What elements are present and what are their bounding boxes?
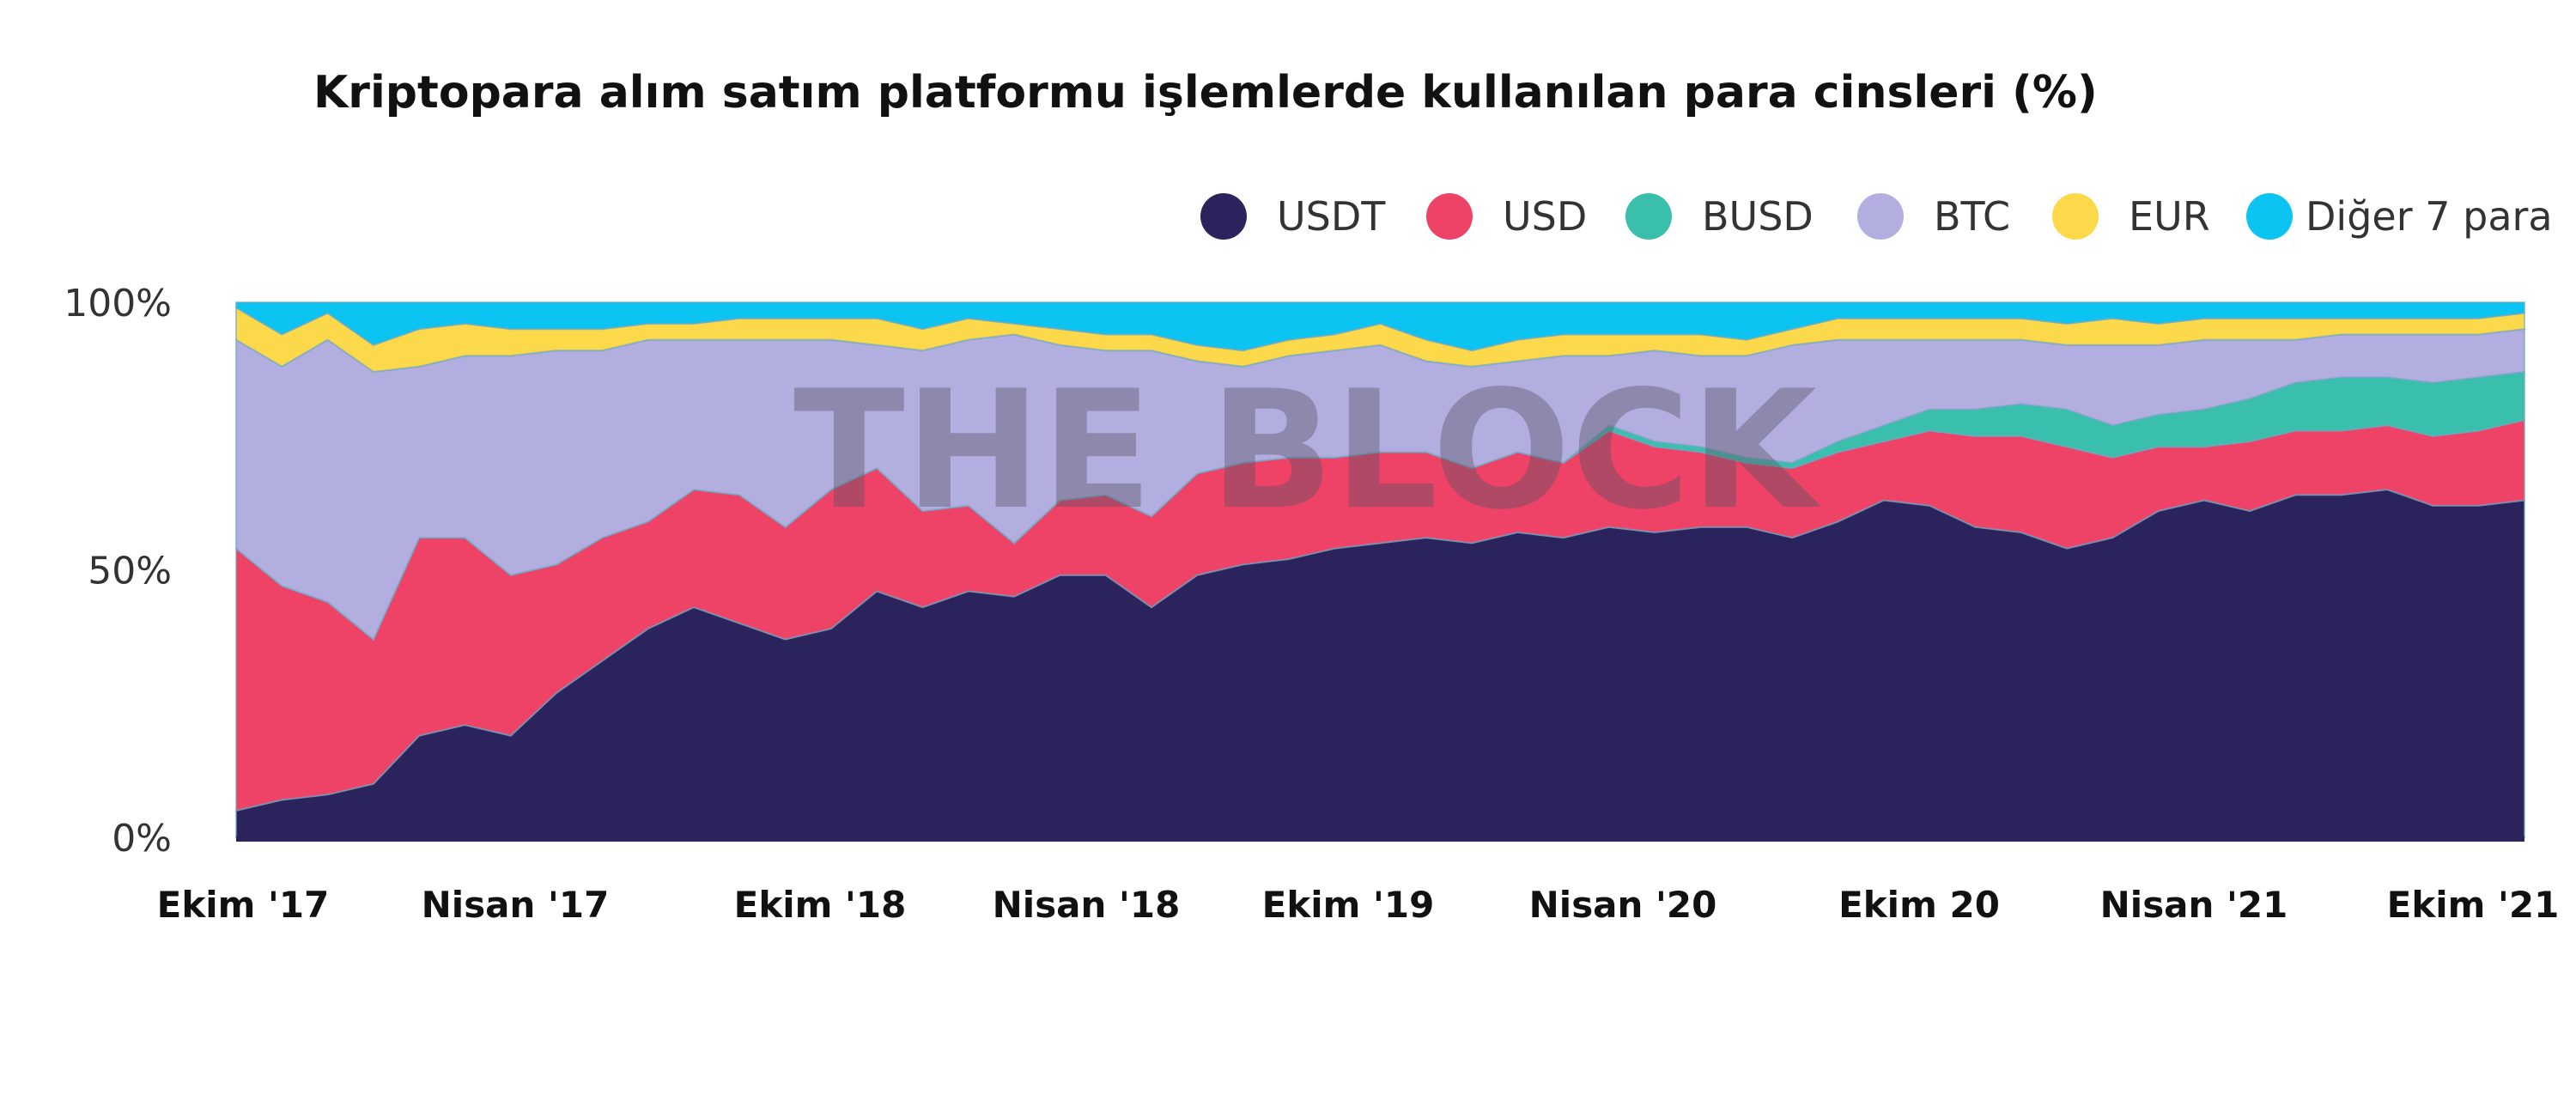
chart-title: Kriptopara alım satım platformu işlemler…	[313, 67, 2098, 119]
legend-label: USDT	[1277, 193, 1386, 240]
legend-swatch	[1426, 193, 1473, 240]
legend-label: Diğer 7 para	[2306, 193, 2553, 240]
y-axis: 0% 50% 100%	[64, 282, 172, 861]
x-tick-label: Nisan '18	[993, 884, 1181, 926]
legend-item: Diğer 7 para	[2246, 193, 2553, 240]
y-tick-label: 50%	[88, 550, 172, 593]
legend: USDT USD BUSD BTC EUR Diğer 7 para	[1200, 193, 2553, 240]
y-tick-label: 0%	[112, 817, 172, 861]
legend-swatch	[1625, 193, 1672, 240]
x-tick-label: Ekim 20	[1838, 884, 2000, 926]
legend-item: BTC	[1857, 193, 2010, 240]
x-tick-label: Nisan '17	[422, 884, 610, 926]
legend-swatch	[1857, 193, 1904, 240]
watermark: THE BLOCK	[793, 356, 1822, 545]
x-axis: Ekim '17 Nisan '17 Ekim '18 Nisan '18 Ekim '…	[157, 884, 2560, 926]
legend-swatch	[2246, 193, 2293, 240]
legend-label: BUSD	[1702, 193, 1814, 240]
x-tick-label: Ekim '18	[734, 884, 907, 926]
x-tick-label: Ekim '19	[1262, 884, 1435, 926]
legend-label: USD	[1503, 193, 1587, 240]
x-tick-label: Nisan '21	[2100, 884, 2288, 926]
legend-label: EUR	[2129, 193, 2210, 240]
legend-item: USDT	[1200, 193, 1386, 240]
area-series-diğer-7-para	[235, 301, 2525, 352]
legend-swatch	[1200, 193, 1247, 240]
x-tick-label: Ekim '21	[2387, 884, 2560, 926]
x-tick-label: Nisan '20	[1529, 884, 1717, 926]
y-tick-label: 100%	[64, 282, 172, 325]
legend-item: EUR	[2052, 193, 2210, 240]
legend-label: BTC	[1934, 193, 2010, 240]
legend-item: USD	[1426, 193, 1587, 240]
legend-item: BUSD	[1625, 193, 1814, 240]
legend-swatch	[2052, 193, 2099, 240]
x-tick-label: Ekim '17	[157, 884, 330, 926]
area-series-group	[235, 301, 2525, 842]
